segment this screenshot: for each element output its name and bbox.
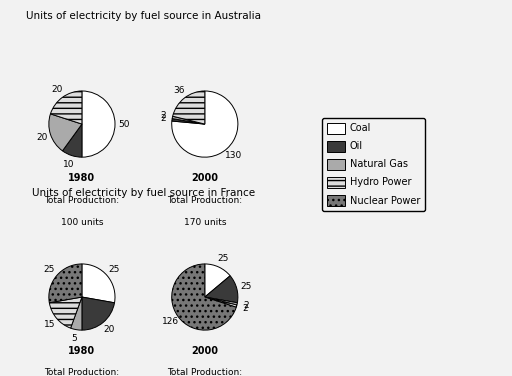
Wedge shape	[49, 297, 82, 328]
Wedge shape	[172, 264, 236, 330]
Wedge shape	[82, 91, 115, 157]
Text: 25: 25	[240, 282, 251, 291]
Wedge shape	[205, 276, 238, 303]
Text: Total Production:: Total Production:	[45, 196, 119, 205]
Text: 2000: 2000	[191, 173, 218, 183]
Text: Units of electricity by fuel source in Australia: Units of electricity by fuel source in A…	[26, 11, 261, 21]
Wedge shape	[172, 118, 205, 124]
Text: Total Production:: Total Production:	[45, 368, 119, 376]
Text: 5: 5	[72, 334, 77, 343]
Wedge shape	[49, 264, 82, 303]
Wedge shape	[205, 297, 237, 307]
Wedge shape	[172, 116, 205, 124]
Text: 2: 2	[243, 301, 249, 310]
Text: 2000: 2000	[191, 346, 218, 356]
Wedge shape	[205, 297, 238, 305]
Text: 15: 15	[44, 320, 55, 329]
Text: 10: 10	[63, 160, 75, 169]
Wedge shape	[82, 297, 115, 330]
Text: 126: 126	[162, 317, 179, 326]
Text: 25: 25	[44, 265, 55, 274]
Text: 2: 2	[160, 114, 165, 123]
Text: 36: 36	[173, 86, 184, 95]
Wedge shape	[172, 91, 238, 157]
Text: 170 units: 170 units	[183, 218, 226, 227]
Text: 20: 20	[36, 133, 47, 142]
Wedge shape	[71, 297, 82, 330]
Wedge shape	[49, 114, 82, 151]
Text: 50: 50	[118, 120, 130, 129]
Wedge shape	[82, 264, 115, 303]
Text: 25: 25	[217, 254, 228, 263]
Text: 2: 2	[160, 111, 166, 120]
Text: 1980: 1980	[69, 346, 95, 356]
Text: Units of electricity by fuel source in France: Units of electricity by fuel source in F…	[32, 188, 255, 198]
Text: Total Production:: Total Production:	[167, 196, 242, 205]
Legend: Coal, Oil, Natural Gas, Hydro Power, Nuclear Power: Coal, Oil, Natural Gas, Hydro Power, Nuc…	[322, 118, 425, 211]
Text: 20: 20	[103, 325, 115, 334]
Text: 130: 130	[225, 151, 242, 160]
Text: 100 units: 100 units	[60, 218, 103, 227]
Wedge shape	[51, 91, 82, 124]
Text: Total Production:: Total Production:	[167, 368, 242, 376]
Text: 25: 25	[109, 265, 120, 274]
Wedge shape	[205, 264, 230, 297]
Wedge shape	[62, 124, 82, 157]
Wedge shape	[173, 91, 205, 124]
Text: 20: 20	[51, 85, 62, 94]
Text: 2: 2	[243, 304, 248, 313]
Text: 1980: 1980	[69, 173, 95, 183]
